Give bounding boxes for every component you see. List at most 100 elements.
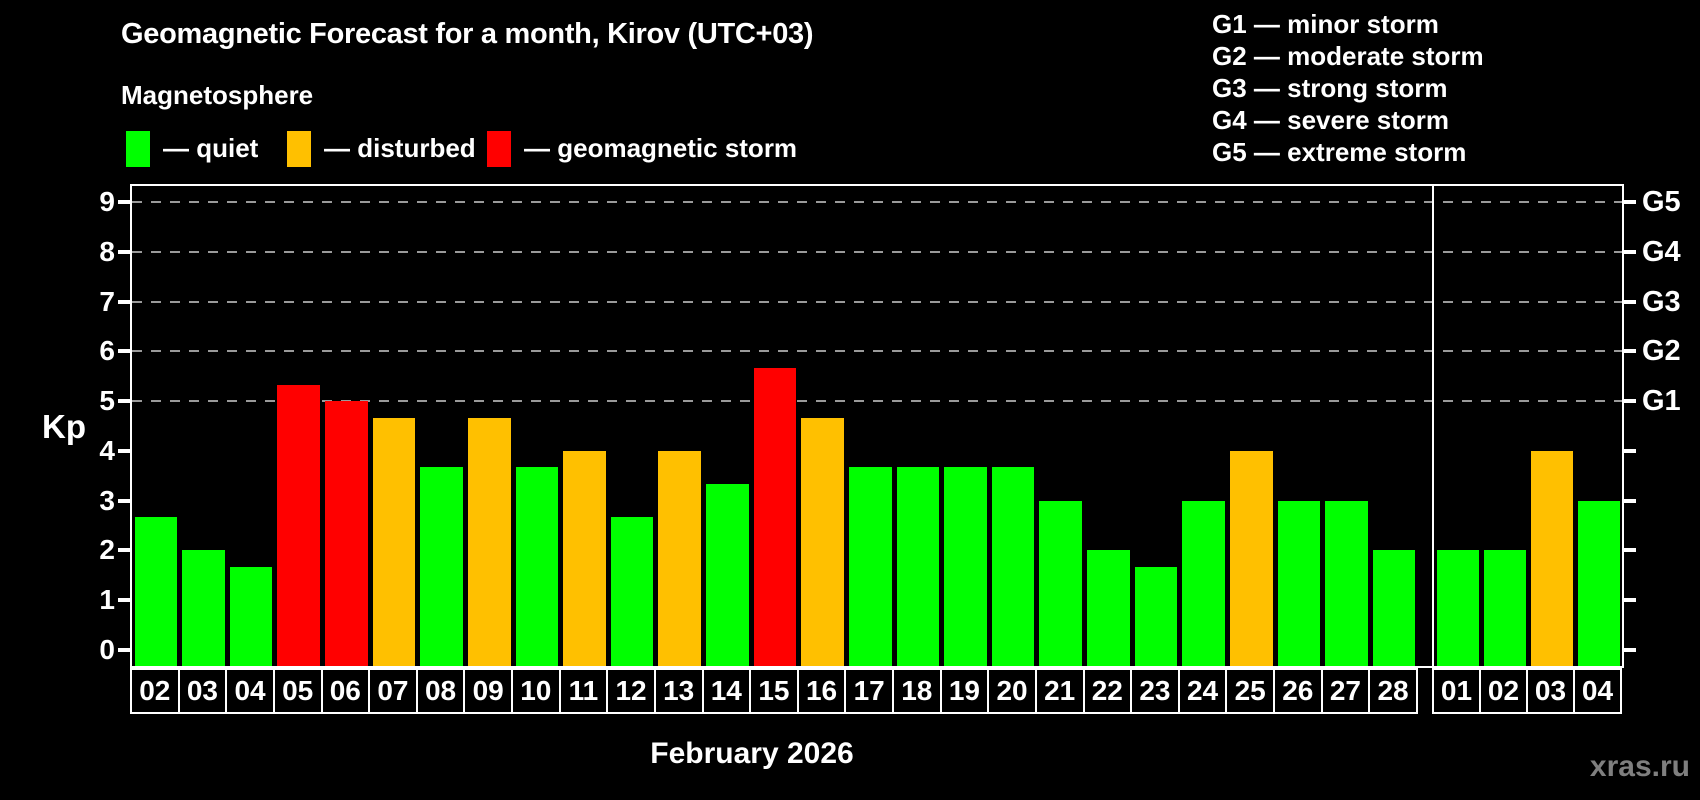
bar-february-17 bbox=[848, 467, 892, 666]
bar-february-16 bbox=[801, 417, 844, 666]
bar-february-12 bbox=[610, 517, 654, 666]
day-label-february-25: 25 bbox=[1227, 668, 1275, 714]
bar-slot-february-26 bbox=[1275, 500, 1323, 666]
g-axis-label-g1: G1 bbox=[1642, 385, 1681, 418]
day-label-march-04: 04 bbox=[1575, 668, 1622, 714]
bar-february-09 bbox=[467, 417, 511, 666]
bar-february-28 bbox=[1372, 550, 1416, 666]
bar-slot-february-19 bbox=[942, 467, 990, 666]
watermark: xras.ru bbox=[1589, 750, 1690, 783]
plot-area bbox=[130, 184, 1624, 668]
legend-item-storm: — geomagnetic storm bbox=[487, 130, 797, 167]
bar-slot-february-21 bbox=[1037, 500, 1085, 666]
bar-february-08 bbox=[420, 467, 463, 666]
legend-label-disturbed: — disturbed bbox=[324, 133, 476, 163]
legend-item-quiet: — quiet bbox=[126, 130, 258, 167]
kp-tick-label-7: 7 bbox=[99, 285, 115, 317]
g-tick-8 bbox=[1624, 249, 1636, 254]
day-label-february-08: 08 bbox=[417, 668, 466, 714]
day-label-february-03: 03 bbox=[179, 668, 228, 714]
kp-tick-label-1: 1 bbox=[99, 584, 115, 616]
bar-slot-february-03 bbox=[180, 550, 228, 666]
day-label-february-04: 04 bbox=[227, 668, 275, 714]
bar-february-15 bbox=[753, 367, 797, 666]
g-legend-line-g3: G3 — strong storm bbox=[1212, 73, 1448, 103]
bar-slot-february-08 bbox=[418, 467, 466, 666]
day-label-march-03: 03 bbox=[1528, 668, 1575, 714]
kp-tick-label-2: 2 bbox=[99, 534, 115, 566]
bars-march bbox=[1434, 186, 1622, 666]
g-legend-line-g1: G1 — minor storm bbox=[1212, 9, 1439, 39]
bar-february-26 bbox=[1277, 500, 1321, 666]
kp-axis-title: Kp bbox=[42, 408, 86, 445]
kp-tick-label-6: 6 bbox=[99, 335, 115, 367]
bar-slot-february-11 bbox=[561, 450, 609, 666]
day-label-february-22: 22 bbox=[1084, 668, 1133, 714]
day-labels-february: 02 03 04 05 06 07 08 09 10 11 12 13 14 15 16 17 18 19 20 21… bbox=[130, 668, 1418, 714]
kp-tick-7 bbox=[118, 299, 130, 304]
g-axis-label-g3: G3 bbox=[1642, 285, 1681, 318]
bar-slot-february-22 bbox=[1085, 550, 1133, 666]
g-tick-3 bbox=[1624, 498, 1636, 503]
day-label-february-16: 16 bbox=[798, 668, 847, 714]
bar-slot-march-03 bbox=[1528, 450, 1575, 666]
chart-title: Geomagnetic Forecast for a month, Kirov … bbox=[121, 18, 814, 50]
bar-february-13 bbox=[658, 450, 701, 666]
day-label-february-05: 05 bbox=[274, 668, 323, 714]
month-label: February 2026 bbox=[650, 737, 854, 770]
storm-swatch bbox=[487, 130, 511, 167]
kp-tick-label-9: 9 bbox=[99, 185, 115, 217]
bar-slot-february-15 bbox=[751, 367, 799, 666]
kp-tick-label-4: 4 bbox=[99, 434, 115, 466]
bar-february-11 bbox=[563, 450, 606, 666]
gridline-kp-8 bbox=[132, 250, 1622, 253]
day-label-february-19: 19 bbox=[941, 668, 990, 714]
g-legend-line-g5: G5 — extreme storm bbox=[1212, 137, 1467, 167]
day-label-february-12: 12 bbox=[608, 668, 656, 714]
day-label-march-02: 02 bbox=[1481, 668, 1528, 714]
day-label-february-27: 27 bbox=[1322, 668, 1371, 714]
bar-slot-february-27 bbox=[1323, 500, 1371, 666]
magnetosphere-label: Magnetosphere bbox=[121, 80, 314, 110]
day-label-february-07: 07 bbox=[370, 668, 418, 714]
g-tick-4 bbox=[1624, 448, 1636, 453]
g-axis-label-g2: G2 bbox=[1642, 335, 1681, 368]
kp-tick-label-8: 8 bbox=[99, 235, 115, 267]
bar-slot-february-28 bbox=[1370, 550, 1418, 666]
bar-february-22 bbox=[1087, 550, 1130, 666]
bar-february-23 bbox=[1134, 566, 1178, 666]
bar-february-05 bbox=[277, 384, 320, 666]
day-label-february-21: 21 bbox=[1036, 668, 1085, 714]
bar-february-25 bbox=[1229, 450, 1273, 666]
gridline-kp-6 bbox=[132, 350, 1622, 353]
legend-item-disturbed: — disturbed bbox=[287, 130, 476, 167]
kp-tick-1 bbox=[118, 598, 130, 603]
quiet-swatch bbox=[126, 130, 150, 167]
legend-label-storm: — geomagnetic storm bbox=[524, 133, 798, 163]
gridline-kp-9 bbox=[132, 200, 1622, 203]
g-tick-2 bbox=[1624, 548, 1636, 553]
bar-february-10 bbox=[515, 467, 559, 666]
kp-tick-6 bbox=[118, 349, 130, 354]
day-label-february-06: 06 bbox=[322, 668, 371, 714]
bar-march-01 bbox=[1436, 550, 1479, 666]
bar-slot-february-23 bbox=[1132, 566, 1180, 666]
bar-february-02 bbox=[134, 517, 178, 666]
kp-tick-8 bbox=[118, 249, 130, 254]
bar-slot-march-04 bbox=[1575, 500, 1622, 666]
day-label-march-01: 01 bbox=[1432, 668, 1481, 714]
bar-slot-february-14 bbox=[704, 484, 752, 666]
bar-slot-february-18 bbox=[894, 467, 942, 666]
kp-tick-label-3: 3 bbox=[99, 484, 115, 516]
bar-slot-february-16 bbox=[799, 417, 847, 666]
bar-february-03 bbox=[182, 550, 225, 666]
bar-slot-february-24 bbox=[1180, 500, 1228, 666]
bar-slot-march-01 bbox=[1434, 550, 1481, 666]
bar-february-07 bbox=[372, 417, 416, 666]
bar-march-02 bbox=[1483, 550, 1526, 666]
g-tick-1 bbox=[1624, 598, 1636, 603]
day-label-february-23: 23 bbox=[1132, 668, 1180, 714]
bar-february-18 bbox=[896, 467, 940, 666]
bar-slot-february-10 bbox=[513, 467, 561, 666]
